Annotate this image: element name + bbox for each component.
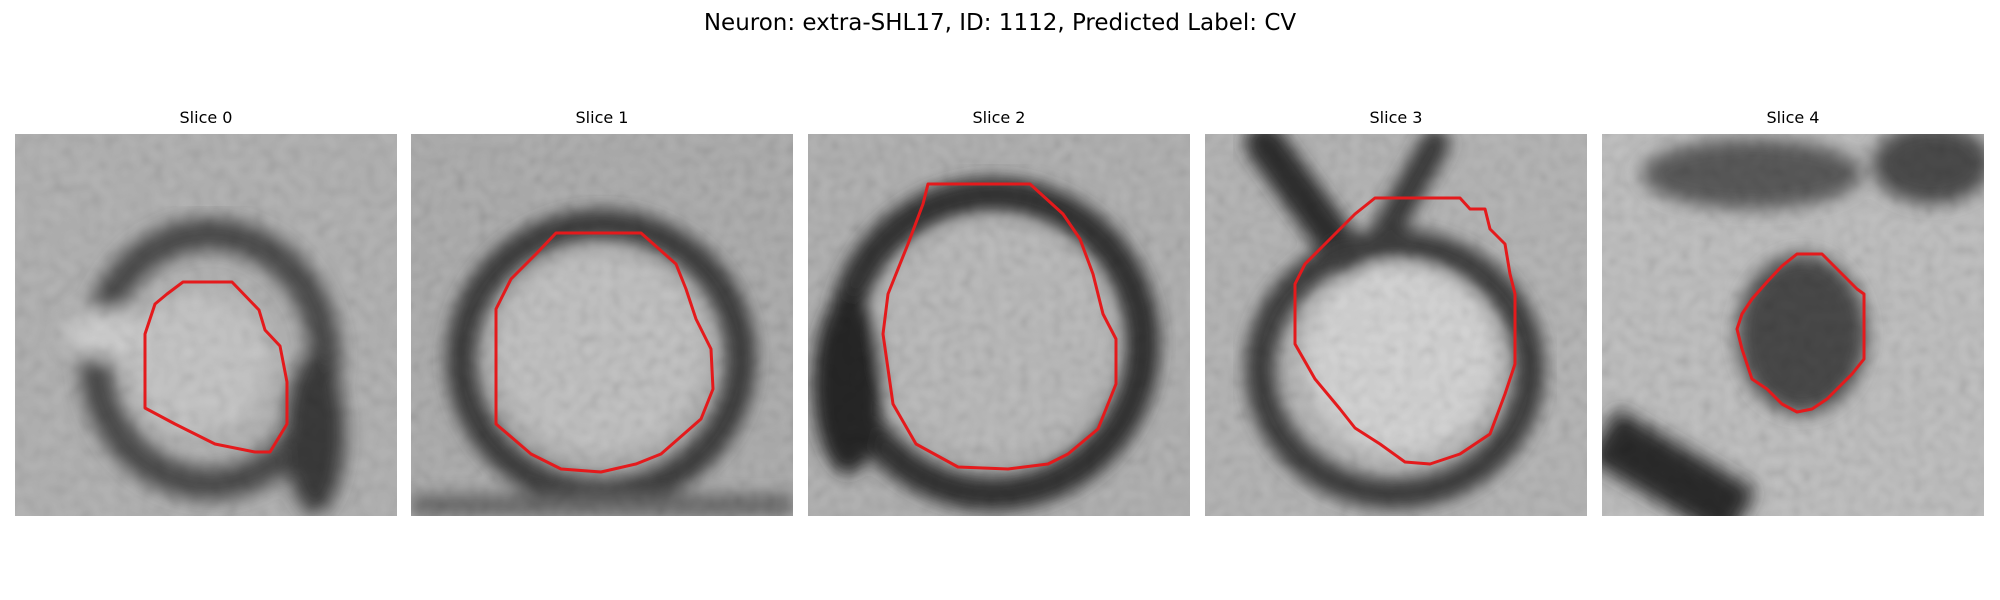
segmentation-contour <box>881 182 1118 471</box>
slice-title-2: Slice 2 <box>972 108 1026 127</box>
segmentation-contour <box>1293 196 1517 466</box>
pixel-noise <box>15 134 397 516</box>
pixel-noise <box>1602 134 1984 516</box>
segmentation-contour <box>143 280 289 454</box>
pixel-noise <box>1205 134 1587 516</box>
slice-image-2 <box>808 134 1190 516</box>
slice-image-1 <box>411 134 793 516</box>
segmentation-contour <box>494 231 715 474</box>
slice-image-3 <box>1205 134 1587 516</box>
slice-title-4: Slice 4 <box>1766 108 1820 127</box>
slice-title-3: Slice 3 <box>1369 108 1423 127</box>
pixel-noise <box>411 134 793 516</box>
slice-title-0: Slice 0 <box>179 108 233 127</box>
segmentation-contour <box>1735 252 1866 414</box>
slice-image-0 <box>15 134 397 516</box>
pixel-noise <box>808 134 1190 516</box>
slice-image-4 <box>1602 134 1984 516</box>
figure-title: Neuron: extra-SHL17, ID: 1112, Predicted… <box>703 10 1297 36</box>
slice-title-1: Slice 1 <box>575 108 629 127</box>
